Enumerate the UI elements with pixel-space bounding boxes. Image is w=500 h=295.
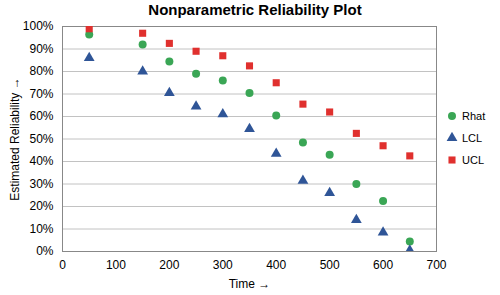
svg-text:20%: 20% (29, 199, 53, 213)
svg-text:60%: 60% (29, 109, 53, 123)
svg-text:200: 200 (159, 258, 179, 272)
html-text:UCL: UCL (462, 154, 484, 166)
svg-text:0%: 0% (36, 244, 54, 258)
svg-text:80%: 80% (29, 64, 53, 78)
svg-text:70%: 70% (29, 87, 53, 101)
svg-text:90%: 90% (29, 42, 53, 56)
svg-text:30%: 30% (29, 177, 53, 191)
svg-text:600: 600 (373, 258, 393, 272)
svg-text:40%: 40% (29, 154, 53, 168)
html-text:LCL: LCL (462, 132, 483, 144)
svg-text:50%: 50% (29, 132, 53, 146)
svg-text:Estimated Reliability →: Estimated Reliability → (8, 77, 22, 200)
svg-text:100%: 100% (23, 20, 54, 33)
svg-text:400: 400 (266, 258, 286, 272)
svg-text:300: 300 (213, 258, 233, 272)
svg-text:0: 0 (59, 258, 66, 272)
svg-text:10%: 10% (29, 222, 53, 236)
svg-text:500: 500 (320, 258, 340, 272)
html-text:Nonparametric Reliability Plot: Nonparametric Reliability Plot (148, 1, 362, 18)
html-text:Rhat: Rhat (462, 110, 486, 122)
svg-text:100: 100 (106, 258, 126, 272)
svg-text:700: 700 (426, 258, 446, 272)
svg-text:Time →: Time → (229, 277, 271, 291)
